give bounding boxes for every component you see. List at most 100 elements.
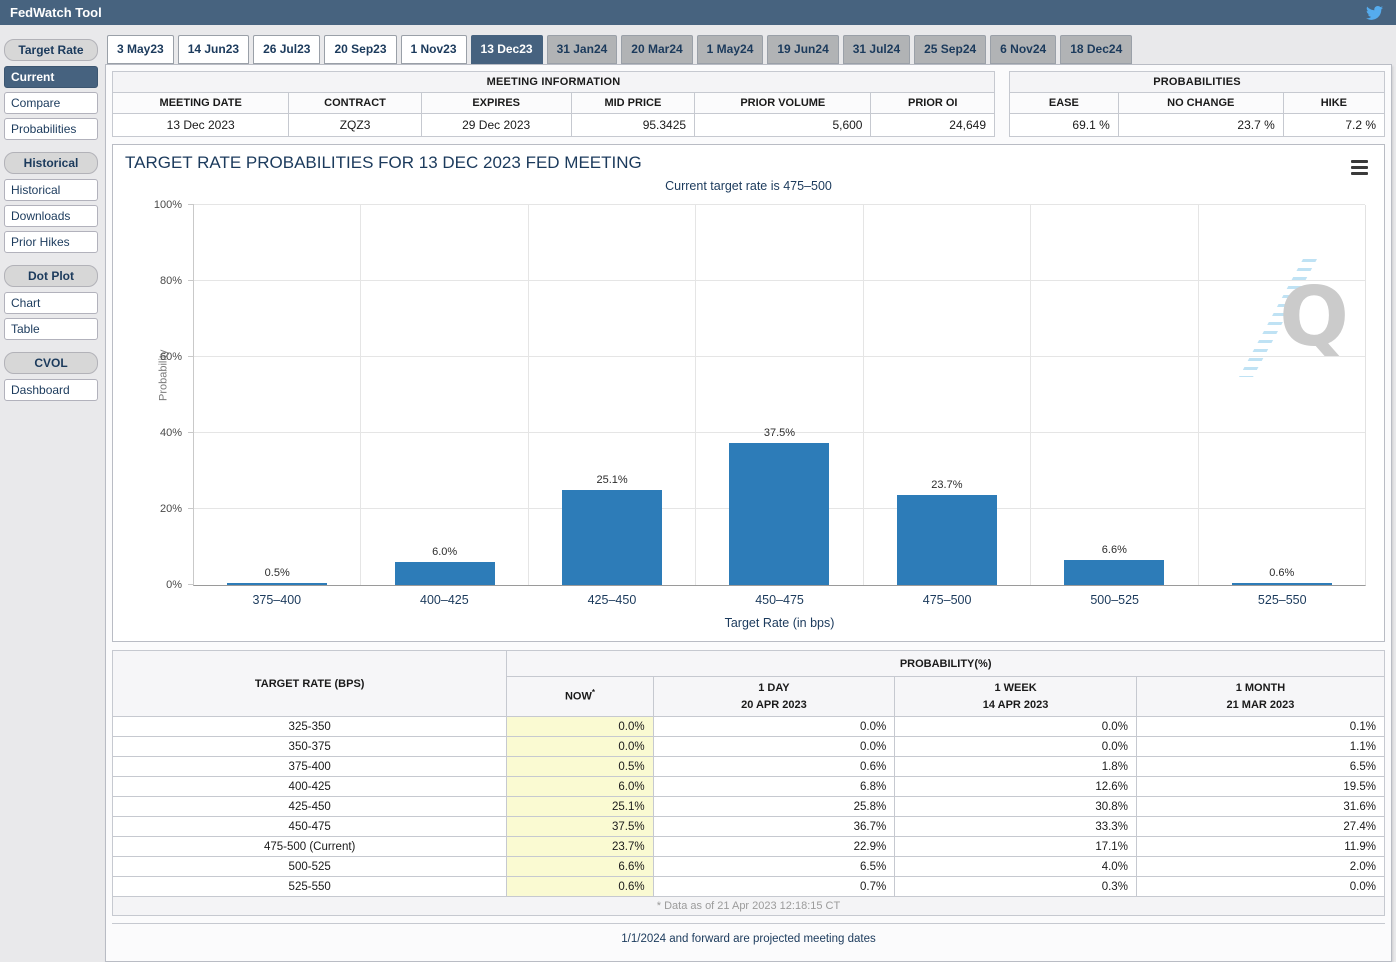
tab-14-jun23[interactable]: 14 Jun23 — [178, 35, 249, 64]
rate-cell: 475-500 (Current) — [113, 837, 507, 857]
bar-425-450[interactable] — [562, 490, 662, 585]
sidebar-item-table[interactable]: Table — [4, 318, 98, 340]
prob-cell: 6.8% — [653, 777, 895, 797]
prob-cell: 36.7% — [653, 817, 895, 837]
prob-cell: 0.0% — [1136, 877, 1384, 897]
meeting-info-value-prior-oi: 24,649 — [871, 114, 995, 137]
meeting-info-header-prior-oi: PRIOR OI — [871, 93, 995, 114]
table-row-425-450: 425-45025.1%25.8%30.8%31.6% — [113, 797, 1385, 817]
tab-6-nov24[interactable]: 6 Nov24 — [990, 35, 1056, 64]
rate-cell: 525-550 — [113, 877, 507, 897]
rate-cell: 450-475 — [113, 817, 507, 837]
bar-450-475[interactable] — [729, 443, 829, 586]
tab-25-sep24[interactable]: 25 Sep24 — [914, 35, 986, 64]
prob-cell: 0.7% — [653, 877, 895, 897]
bar-value-label-375-400: 0.5% — [265, 567, 290, 579]
tab-1-may24[interactable]: 1 May24 — [697, 35, 764, 64]
prob-cell: 25.1% — [507, 797, 653, 817]
bar-value-label-525-550: 0.6% — [1269, 567, 1294, 579]
sidebar-item-dashboard[interactable]: Dashboard — [4, 379, 98, 401]
meeting-date-tabs: 3 May2314 Jun2326 Jul2320 Sep231 Nov2313… — [105, 29, 1392, 64]
col-header-probability-group: PROBABILITY(%) — [507, 651, 1385, 677]
projected-dates-note: 1/1/2024 and forward are projected meeti… — [112, 923, 1385, 955]
twitter-icon[interactable] — [1366, 5, 1386, 21]
bar-525-550[interactable] — [1232, 583, 1332, 585]
meeting-info-header-prior-volume: PRIOR VOLUME — [695, 93, 871, 114]
x-tick-label-450-475: 450–475 — [696, 586, 864, 607]
tab-19-jun24[interactable]: 19 Jun24 — [767, 35, 838, 64]
meeting-info-title: MEETING INFORMATION — [113, 72, 995, 93]
chart-menu-icon[interactable] — [1349, 155, 1370, 180]
rate-cell: 375-400 — [113, 757, 507, 777]
prob-cell: 0.0% — [895, 737, 1137, 757]
sidebar-item-prior-hikes[interactable]: Prior Hikes — [4, 231, 98, 253]
bar-400-425[interactable] — [395, 562, 495, 585]
sidebar-item-compare[interactable]: Compare — [4, 92, 98, 114]
sidebar-item-downloads[interactable]: Downloads — [4, 205, 98, 227]
meeting-info: MEETING INFORMATIONMEETING DATECONTRACTE… — [112, 71, 995, 137]
app-title: FedWatch Tool — [10, 5, 102, 20]
col-header-1-day: 1 DAY20 APR 2023 — [653, 677, 895, 717]
rate-cell: 400-425 — [113, 777, 507, 797]
meeting-info-value-meeting-date: 13 Dec 2023 — [113, 114, 289, 137]
y-tick-label-20: 20% — [160, 503, 182, 515]
prob-cell: 1.1% — [1136, 737, 1384, 757]
y-tick-label-40: 40% — [160, 427, 182, 439]
meeting-info-value-mid-price: 95.3425 — [571, 114, 694, 137]
x-tick-label-425-450: 425–450 — [528, 586, 696, 607]
prob-cell: 12.6% — [895, 777, 1137, 797]
bar-slot-400-425: 6.0% — [361, 205, 528, 585]
col-header-now: NOW* — [507, 677, 653, 717]
table-row-400-425: 400-4256.0%6.8%12.6%19.5% — [113, 777, 1385, 797]
tab-31-jul24[interactable]: 31 Jul24 — [843, 35, 910, 64]
bar-375-400[interactable] — [227, 583, 327, 585]
tab-1-nov23[interactable]: 1 Nov23 — [401, 35, 467, 64]
tab-20-sep23[interactable]: 20 Sep23 — [324, 35, 396, 64]
rate-cell: 500-525 — [113, 857, 507, 877]
prob-cell: 0.0% — [653, 717, 895, 737]
probability-history-table-wrap: TARGET RATE (BPS)PROBABILITY(%)NOW*1 DAY… — [112, 650, 1385, 916]
sidebar-item-current[interactable]: Current — [4, 66, 98, 88]
sidebar-item-historical[interactable]: Historical — [4, 179, 98, 201]
tab-26-jul23[interactable]: 26 Jul23 — [253, 35, 320, 64]
y-tick-label-0: 0% — [166, 579, 182, 591]
bar-value-label-425-450: 25.1% — [596, 474, 627, 486]
y-tick-label-80: 80% — [160, 275, 182, 287]
x-tick-label-400-425: 400–425 — [361, 586, 529, 607]
sidebar-item-probabilities[interactable]: Probabilities — [4, 118, 98, 140]
prob-cell: 0.1% — [1136, 717, 1384, 737]
x-axis-title: Target Rate (in bps) — [193, 616, 1366, 630]
chart-panel: TARGET RATE PROBABILITIES FOR 13 DEC 202… — [112, 144, 1385, 642]
prob-cell: 30.8% — [895, 797, 1137, 817]
tab-13-dec23[interactable]: 13 Dec23 — [471, 35, 543, 64]
y-tick-label-100: 100% — [154, 199, 182, 211]
page-layout: Target RateCurrentCompareProbabilitiesHi… — [0, 25, 1396, 962]
meeting-info-value-expires: 29 Dec 2023 — [421, 114, 571, 137]
bar-value-label-475-500: 23.7% — [931, 479, 962, 491]
meeting-information-table: MEETING INFORMATIONMEETING DATECONTRACTE… — [112, 71, 995, 137]
prob-cell: 0.0% — [653, 737, 895, 757]
tab-31-jan24[interactable]: 31 Jan24 — [547, 35, 618, 64]
prob-cell: 6.0% — [507, 777, 653, 797]
table-row-475-500-current: 475-500 (Current)23.7%22.9%17.1%11.9% — [113, 837, 1385, 857]
bar-value-label-450-475: 37.5% — [764, 427, 795, 439]
bar-value-label-400-425: 6.0% — [432, 546, 457, 558]
prob-cell: 37.5% — [507, 817, 653, 837]
rate-cell: 425-450 — [113, 797, 507, 817]
prob-cell: 19.5% — [1136, 777, 1384, 797]
chart-title: TARGET RATE PROBABILITIES FOR 13 DEC 202… — [125, 153, 1372, 173]
probability-history-table: TARGET RATE (BPS)PROBABILITY(%)NOW*1 DAY… — [112, 650, 1385, 916]
sidebar-section-historical: Historical — [4, 152, 98, 174]
prob-cell: 23.7% — [507, 837, 653, 857]
tab-18-dec24[interactable]: 18 Dec24 — [1060, 35, 1132, 64]
prob-cell: 1.8% — [895, 757, 1137, 777]
sidebar-item-chart[interactable]: Chart — [4, 292, 98, 314]
bar-500-525[interactable] — [1064, 560, 1164, 585]
bar-475-500[interactable] — [897, 495, 997, 585]
rate-cell: 350-375 — [113, 737, 507, 757]
tab-20-mar24[interactable]: 20 Mar24 — [621, 35, 692, 64]
table-row-450-475: 450-47537.5%36.7%33.3%27.4% — [113, 817, 1385, 837]
probabilities-info-value-no-change: 23.7 % — [1118, 114, 1283, 137]
prob-cell: 33.3% — [895, 817, 1137, 837]
tab-3-may23[interactable]: 3 May23 — [107, 35, 174, 64]
